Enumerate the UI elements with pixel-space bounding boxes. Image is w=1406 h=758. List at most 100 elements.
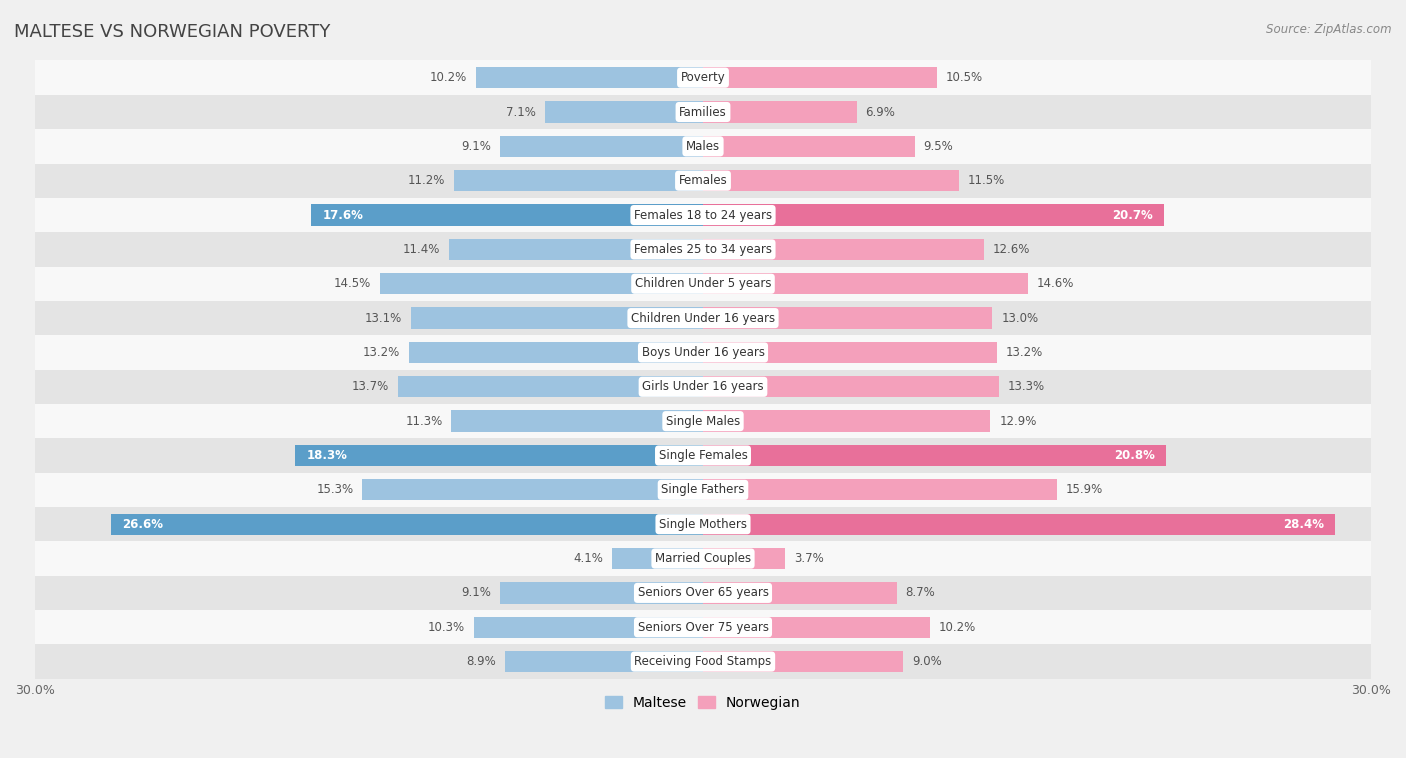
- Text: Children Under 5 years: Children Under 5 years: [634, 277, 772, 290]
- Text: 10.5%: 10.5%: [946, 71, 983, 84]
- Bar: [0, 610, 1406, 644]
- Bar: [398, 376, 703, 397]
- Text: 12.9%: 12.9%: [1000, 415, 1036, 428]
- Bar: [703, 514, 1336, 535]
- Bar: [380, 273, 703, 294]
- Text: Females 18 to 24 years: Females 18 to 24 years: [634, 208, 772, 221]
- Text: 9.1%: 9.1%: [461, 587, 492, 600]
- Bar: [703, 67, 936, 88]
- Bar: [0, 198, 1406, 232]
- Bar: [0, 267, 1406, 301]
- Bar: [0, 301, 1406, 335]
- Text: 17.6%: 17.6%: [322, 208, 363, 221]
- Text: 4.1%: 4.1%: [572, 552, 603, 565]
- Bar: [0, 473, 1406, 507]
- Text: Females 25 to 34 years: Females 25 to 34 years: [634, 243, 772, 256]
- Bar: [0, 95, 1406, 129]
- Text: Single Males: Single Males: [666, 415, 740, 428]
- Text: Married Couples: Married Couples: [655, 552, 751, 565]
- Text: 15.3%: 15.3%: [316, 484, 353, 496]
- Bar: [0, 644, 1406, 678]
- Text: Families: Families: [679, 105, 727, 118]
- Text: 7.1%: 7.1%: [506, 105, 536, 118]
- Bar: [703, 239, 984, 260]
- Bar: [703, 548, 786, 569]
- Text: 9.1%: 9.1%: [461, 140, 492, 153]
- Text: Single Females: Single Females: [658, 449, 748, 462]
- Bar: [451, 411, 703, 432]
- Bar: [0, 507, 1406, 541]
- Bar: [703, 205, 1164, 226]
- Bar: [0, 576, 1406, 610]
- Text: 8.7%: 8.7%: [905, 587, 935, 600]
- Text: 12.6%: 12.6%: [993, 243, 1029, 256]
- Bar: [703, 582, 897, 603]
- Legend: Maltese, Norwegian: Maltese, Norwegian: [600, 690, 806, 715]
- Bar: [703, 411, 990, 432]
- Text: 28.4%: 28.4%: [1284, 518, 1324, 531]
- Text: Girls Under 16 years: Girls Under 16 years: [643, 381, 763, 393]
- Text: 13.1%: 13.1%: [366, 312, 402, 324]
- Text: 10.2%: 10.2%: [430, 71, 467, 84]
- Text: 13.2%: 13.2%: [1005, 346, 1043, 359]
- Text: 3.7%: 3.7%: [794, 552, 824, 565]
- Bar: [703, 102, 856, 123]
- Text: Single Mothers: Single Mothers: [659, 518, 747, 531]
- Text: 14.5%: 14.5%: [335, 277, 371, 290]
- Bar: [409, 342, 703, 363]
- Bar: [703, 273, 1028, 294]
- Text: 9.5%: 9.5%: [924, 140, 953, 153]
- Bar: [295, 445, 703, 466]
- Text: Children Under 16 years: Children Under 16 years: [631, 312, 775, 324]
- Bar: [0, 370, 1406, 404]
- Text: Single Fathers: Single Fathers: [661, 484, 745, 496]
- Text: Seniors Over 75 years: Seniors Over 75 years: [637, 621, 769, 634]
- Bar: [501, 582, 703, 603]
- Text: 6.9%: 6.9%: [866, 105, 896, 118]
- Text: 11.2%: 11.2%: [408, 174, 444, 187]
- Bar: [703, 136, 914, 157]
- Bar: [703, 651, 904, 672]
- Text: Receiving Food Stamps: Receiving Food Stamps: [634, 655, 772, 668]
- Text: 18.3%: 18.3%: [307, 449, 347, 462]
- Text: Seniors Over 65 years: Seniors Over 65 years: [637, 587, 769, 600]
- Bar: [703, 616, 931, 638]
- Text: 11.5%: 11.5%: [967, 174, 1005, 187]
- Bar: [612, 548, 703, 569]
- Text: 13.0%: 13.0%: [1001, 312, 1039, 324]
- Bar: [703, 308, 993, 329]
- Text: 15.9%: 15.9%: [1066, 484, 1104, 496]
- Bar: [311, 205, 703, 226]
- Text: Source: ZipAtlas.com: Source: ZipAtlas.com: [1267, 23, 1392, 36]
- Text: 20.7%: 20.7%: [1112, 208, 1153, 221]
- Text: Females: Females: [679, 174, 727, 187]
- Bar: [505, 651, 703, 672]
- Text: 10.3%: 10.3%: [427, 621, 465, 634]
- Bar: [454, 170, 703, 191]
- Text: 9.0%: 9.0%: [912, 655, 942, 668]
- Bar: [412, 308, 703, 329]
- Text: 11.4%: 11.4%: [404, 243, 440, 256]
- Bar: [703, 479, 1057, 500]
- Bar: [703, 170, 959, 191]
- Bar: [0, 61, 1406, 95]
- Bar: [546, 102, 703, 123]
- Text: 8.9%: 8.9%: [467, 655, 496, 668]
- Bar: [0, 541, 1406, 576]
- Bar: [449, 239, 703, 260]
- Bar: [703, 376, 1000, 397]
- Bar: [0, 438, 1406, 473]
- Bar: [363, 479, 703, 500]
- Text: 20.8%: 20.8%: [1114, 449, 1156, 462]
- Text: 10.2%: 10.2%: [939, 621, 976, 634]
- Bar: [0, 335, 1406, 370]
- Text: Poverty: Poverty: [681, 71, 725, 84]
- Bar: [111, 514, 703, 535]
- Text: Boys Under 16 years: Boys Under 16 years: [641, 346, 765, 359]
- Bar: [0, 232, 1406, 267]
- Text: 11.3%: 11.3%: [405, 415, 443, 428]
- Text: 13.2%: 13.2%: [363, 346, 401, 359]
- Text: 13.7%: 13.7%: [352, 381, 389, 393]
- Text: 14.6%: 14.6%: [1038, 277, 1074, 290]
- Bar: [501, 136, 703, 157]
